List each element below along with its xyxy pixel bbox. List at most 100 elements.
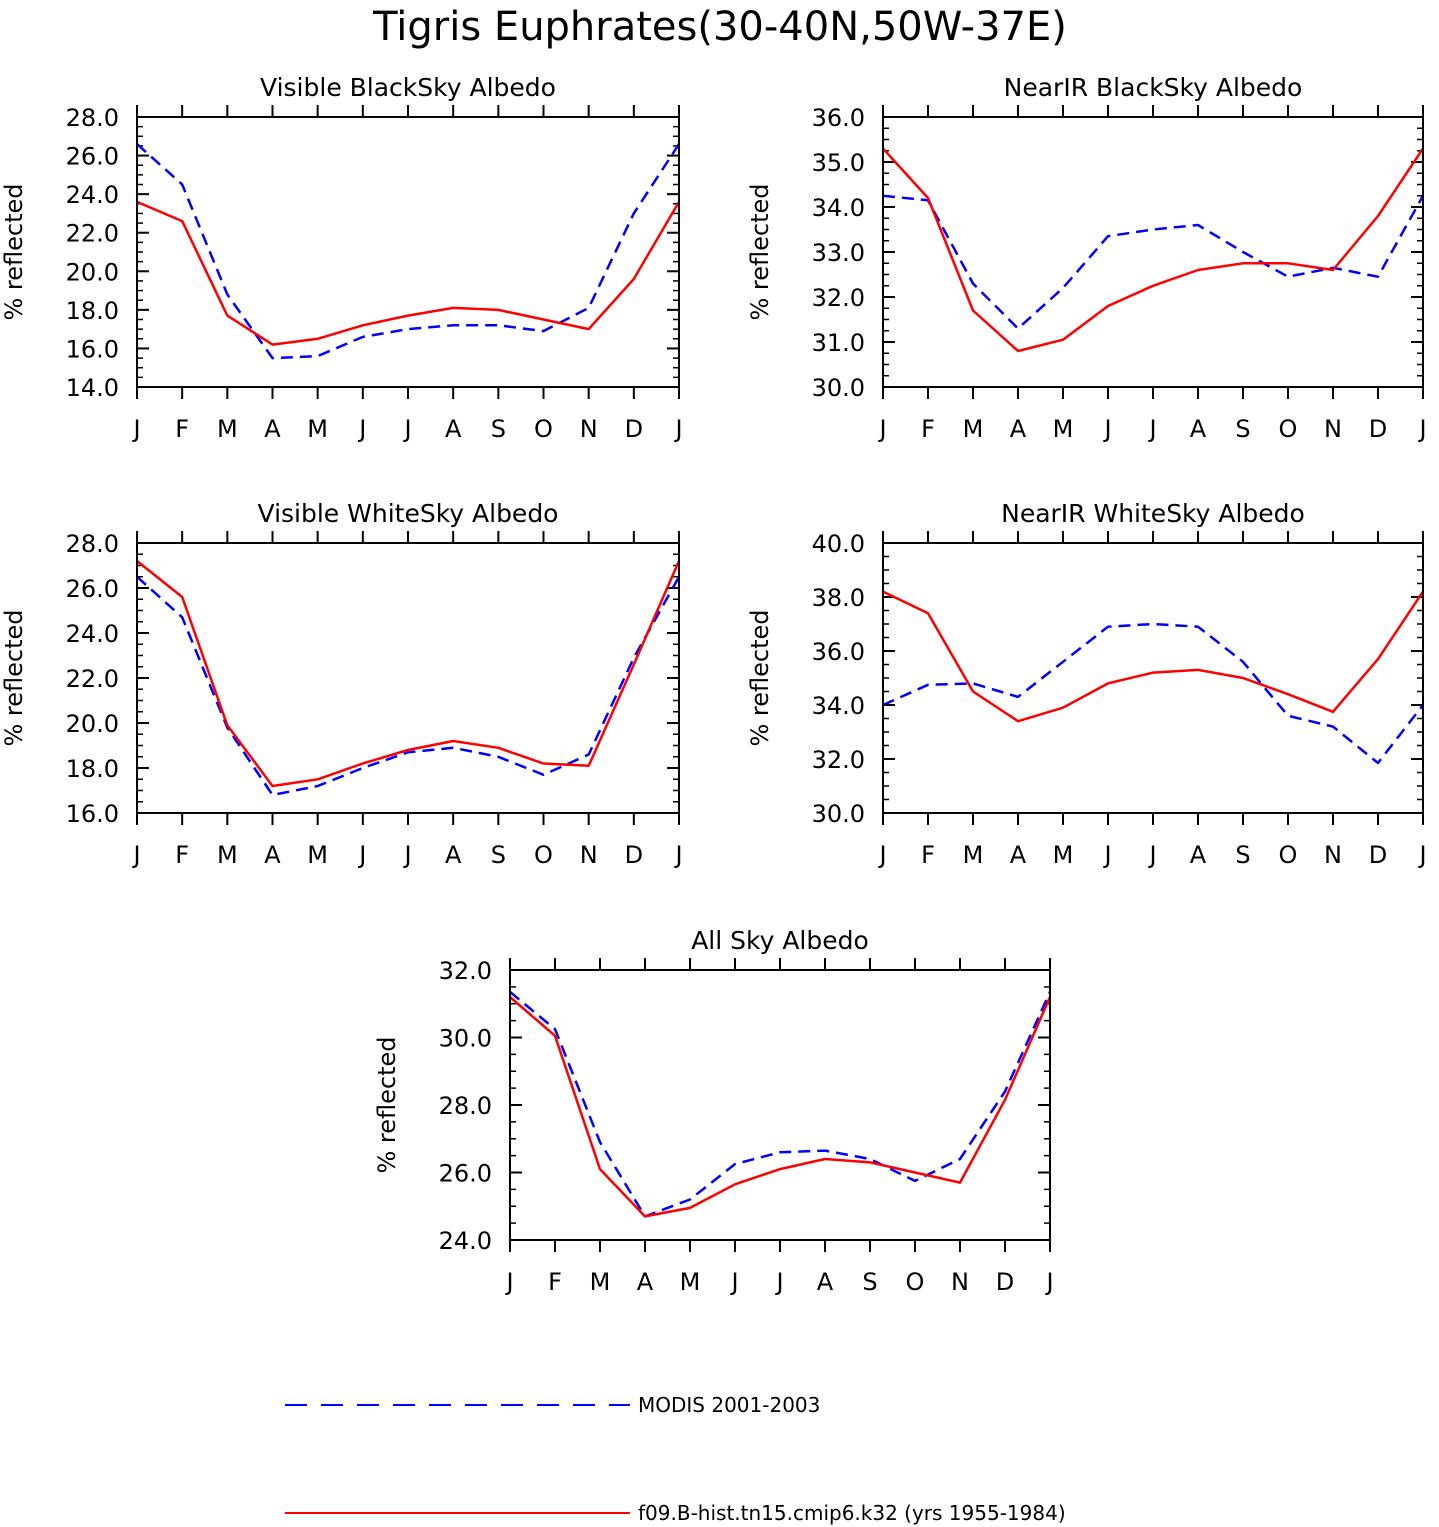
y-tick-label: 31.0 <box>812 329 865 357</box>
x-tick-label: S <box>1235 841 1250 869</box>
y-axis-label: % reflected <box>746 183 774 320</box>
x-tick-label: A <box>1010 841 1027 869</box>
x-tick-label: J <box>877 841 886 869</box>
plot-frame <box>882 542 1424 814</box>
y-tick-label: 22.0 <box>66 665 119 693</box>
x-tick-label: M <box>307 841 328 869</box>
series-line-model <box>882 590 1425 723</box>
x-tick-label: S <box>862 1268 877 1296</box>
x-tick-label: D <box>1369 841 1387 869</box>
x-tick-label: M <box>1053 841 1074 869</box>
plot-frame <box>136 542 680 814</box>
x-tick-label: M <box>217 415 238 443</box>
x-tick-label: J <box>357 841 366 869</box>
series-line-modis <box>136 575 681 797</box>
x-tick-label: S <box>491 415 506 443</box>
x-tick-label: F <box>548 1268 562 1296</box>
x-tick-label: N <box>1324 841 1342 869</box>
x-tick-label: J <box>504 1268 513 1296</box>
series-line-modis <box>136 143 681 360</box>
x-tick-label: A <box>445 841 462 869</box>
x-tick-label: A <box>1190 841 1207 869</box>
x-tick-label: J <box>729 1268 738 1296</box>
y-tick-label: 28.0 <box>439 1092 492 1120</box>
y-tick-label: 38.0 <box>812 584 865 612</box>
x-tick-label: J <box>673 841 682 869</box>
y-tick-label: 34.0 <box>812 194 865 222</box>
x-tick-label: D <box>625 841 643 869</box>
y-tick-label: 28.0 <box>66 104 119 132</box>
y-tick-label: 22.0 <box>66 220 119 248</box>
y-tick-label: 30.0 <box>439 1025 492 1053</box>
y-tick-label: 33.0 <box>812 239 865 267</box>
x-tick-label: J <box>877 415 886 443</box>
legend: MODIS 2001-2003 f09.B-hist.tn15.cmip6.k3… <box>285 1393 1066 1525</box>
series-line-modis <box>509 990 1052 1218</box>
x-tick-label: J <box>673 415 682 443</box>
series-line-model <box>882 147 1425 353</box>
x-tick-label: M <box>307 415 328 443</box>
x-tick-label: M <box>963 841 984 869</box>
y-axis-label: % reflected <box>0 609 28 746</box>
panel-title: All Sky Albedo <box>691 926 869 955</box>
legend-label-model: f09.B-hist.tn15.cmip6.k32 (yrs 1955-1984… <box>638 1501 1066 1525</box>
y-tick-label: 36.0 <box>812 104 865 132</box>
y-tick-label: 18.0 <box>66 755 119 783</box>
y-tick-label: 24.0 <box>66 620 119 648</box>
x-tick-label: A <box>637 1268 654 1296</box>
x-tick-label: D <box>1369 415 1387 443</box>
x-tick-label: O <box>1279 415 1298 443</box>
series-line-model <box>136 200 681 346</box>
x-tick-label: J <box>357 415 366 443</box>
plot-frame <box>136 116 680 388</box>
y-tick-label: 36.0 <box>812 638 865 666</box>
y-tick-label: 32.0 <box>812 746 865 774</box>
y-tick-label: 24.0 <box>439 1227 492 1255</box>
panel-title: NearIR BlackSky Albedo <box>1004 73 1303 102</box>
y-tick-label: 16.0 <box>66 800 119 828</box>
y-tick-label: 26.0 <box>66 575 119 603</box>
x-tick-label: S <box>491 841 506 869</box>
y-tick-label: 18.0 <box>66 297 119 325</box>
x-tick-label: O <box>1279 841 1298 869</box>
y-tick-label: 30.0 <box>812 800 865 828</box>
x-tick-label: J <box>1102 841 1111 869</box>
y-tick-label: 34.0 <box>812 692 865 720</box>
x-tick-label: J <box>1147 841 1156 869</box>
x-tick-label: S <box>1235 415 1250 443</box>
x-tick-label: J <box>131 841 140 869</box>
x-tick-label: J <box>1044 1268 1053 1296</box>
x-tick-label: N <box>951 1268 969 1296</box>
x-tick-label: O <box>534 841 553 869</box>
figure-title: Tigris Euphrates(30-40N,50W-37E) <box>372 4 1067 50</box>
y-tick-label: 40.0 <box>812 530 865 558</box>
x-tick-label: M <box>217 841 238 869</box>
x-tick-label: D <box>996 1268 1014 1296</box>
x-tick-label: J <box>1147 415 1156 443</box>
y-tick-label: 32.0 <box>812 284 865 312</box>
series-line-modis <box>882 622 1424 765</box>
x-tick-label: F <box>921 415 935 443</box>
plot-frame <box>882 116 1424 388</box>
y-tick-label: 20.0 <box>66 258 119 286</box>
x-tick-label: N <box>580 841 598 869</box>
legend-label-modis: MODIS 2001-2003 <box>638 1393 820 1417</box>
x-tick-label: J <box>402 415 411 443</box>
x-tick-label: O <box>534 415 553 443</box>
series-line-model <box>136 560 681 788</box>
x-tick-label: F <box>175 415 189 443</box>
x-tick-label: J <box>131 415 140 443</box>
x-tick-label: J <box>1417 841 1426 869</box>
y-axis-label: % reflected <box>0 183 28 320</box>
y-tick-label: 30.0 <box>812 374 865 402</box>
x-tick-label: F <box>175 841 189 869</box>
x-tick-label: M <box>963 415 984 443</box>
y-tick-label: 20.0 <box>66 710 119 738</box>
x-tick-label: M <box>1053 415 1074 443</box>
y-tick-label: 26.0 <box>66 143 119 171</box>
x-tick-label: J <box>1102 415 1111 443</box>
